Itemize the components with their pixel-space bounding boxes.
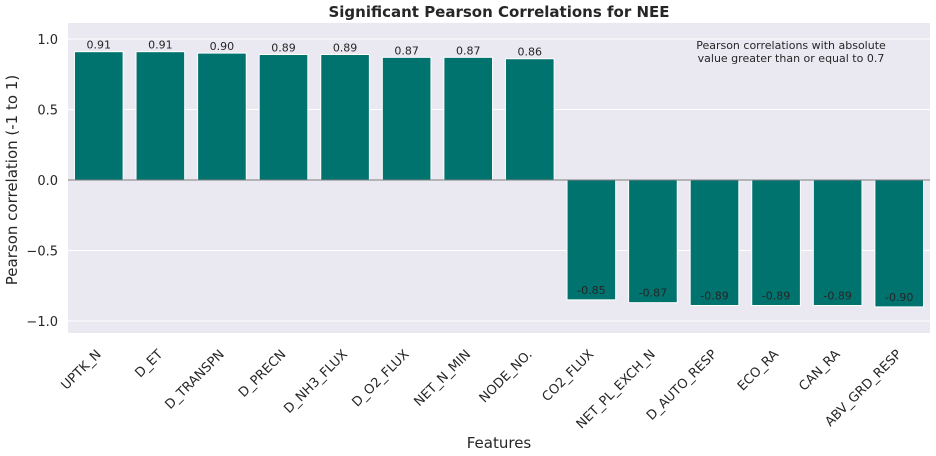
bar-value-label: 0.89 xyxy=(271,42,296,55)
bar xyxy=(135,51,186,181)
bar-value-label: -0.90 xyxy=(885,291,913,304)
y-axis-label: Pearson correlation (-1 to 1) xyxy=(3,75,21,285)
bar xyxy=(197,52,247,181)
bar xyxy=(320,54,370,181)
bar xyxy=(874,179,925,308)
annotation-line: value greater than or equal to 0.7 xyxy=(698,52,885,65)
chart-annotation: Pearson correlations with absolute value … xyxy=(696,39,886,65)
x-tick-label: D_TRANSPN xyxy=(162,347,227,412)
x-tick-label: D_O2_FLUX xyxy=(350,347,413,410)
bar-value-label: -0.89 xyxy=(700,289,728,302)
bar-value-label: 0.87 xyxy=(394,44,419,57)
bar xyxy=(812,179,863,306)
x-axis-label: Features xyxy=(467,434,532,452)
x-tick-label: UPTK_N xyxy=(59,347,105,393)
y-tick-label: 0.0 xyxy=(37,174,58,189)
x-tick-label: NODE_NO. xyxy=(477,347,536,406)
bar-value-label: 0.86 xyxy=(518,46,543,59)
x-tick-label: D_PRECN xyxy=(236,347,289,400)
x-tick-label: NET_N_MIN xyxy=(412,347,475,410)
x-tick-label: D_NH3_FLUX xyxy=(281,347,351,417)
y-tick-label: −0.5 xyxy=(26,245,58,260)
bar-value-labels: 0.91 0.91 0.90 0.89 0.89 0.87 0.87 0.86 -0.85 -0.… xyxy=(87,39,914,304)
x-tick-label: CO2_FLUX xyxy=(540,347,598,405)
bar-value-label: 0.90 xyxy=(210,40,235,53)
bar xyxy=(258,54,309,181)
x-tick-label: CAN_RA xyxy=(796,347,843,394)
bar xyxy=(628,179,678,304)
annotation-line: Pearson correlations with absolute xyxy=(696,39,886,52)
bar xyxy=(381,56,432,181)
bar xyxy=(566,179,617,301)
bars xyxy=(73,51,925,308)
bar-value-label: 0.87 xyxy=(456,44,481,57)
y-tick-label: 0.5 xyxy=(37,104,58,119)
y-axis-ticks: 1.0 0.5 0.0 −0.5 −1.0 xyxy=(26,33,58,330)
bar xyxy=(751,179,801,306)
x-tick-label: ECO_RA xyxy=(735,347,782,394)
y-tick-label: 1.0 xyxy=(37,33,58,48)
bar-value-label: -0.85 xyxy=(577,284,605,297)
x-tick-label: D_ET xyxy=(132,347,166,381)
bar-value-label: -0.87 xyxy=(639,287,667,300)
bar-value-label: 0.89 xyxy=(333,42,358,55)
y-tick-label: −1.0 xyxy=(26,315,58,330)
bar-value-label: 0.91 xyxy=(148,39,173,52)
bar xyxy=(689,179,740,306)
bar xyxy=(504,58,555,181)
chart-title: Significant Pearson Correlations for NEE xyxy=(328,3,669,21)
bar xyxy=(73,51,124,181)
bar-value-label: -0.89 xyxy=(762,289,790,302)
bar-value-label: -0.89 xyxy=(823,289,851,302)
bar-value-label: 0.91 xyxy=(87,39,112,52)
bar xyxy=(443,56,494,181)
x-axis-ticks: UPTK_N D_ETD_TRANSPN D_PRECND_NH3_FLUXD_O2… xyxy=(59,347,906,432)
